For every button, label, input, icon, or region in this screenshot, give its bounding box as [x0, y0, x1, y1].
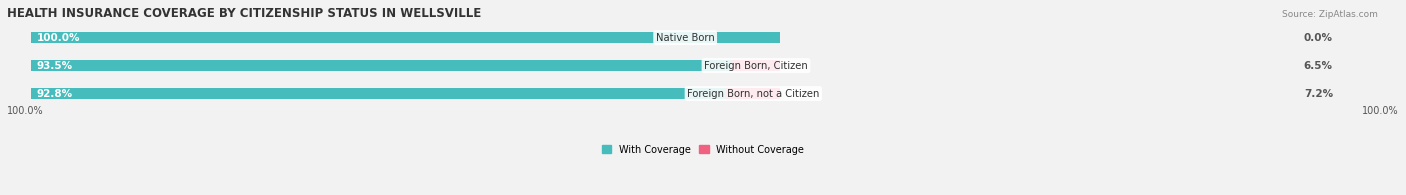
Text: 0.0%: 0.0%: [1303, 33, 1333, 43]
Bar: [31, 88, 780, 99]
Text: 100.0%: 100.0%: [1362, 106, 1399, 116]
Text: Native Born: Native Born: [655, 33, 714, 43]
Text: 92.8%: 92.8%: [37, 89, 73, 98]
Text: 7.2%: 7.2%: [1303, 89, 1333, 98]
Bar: [31, 88, 727, 99]
Text: 93.5%: 93.5%: [37, 61, 73, 71]
Text: HEALTH INSURANCE COVERAGE BY CITIZENSHIP STATUS IN WELLSVILLE: HEALTH INSURANCE COVERAGE BY CITIZENSHIP…: [7, 7, 481, 20]
Bar: [727, 88, 780, 99]
Text: 6.5%: 6.5%: [1303, 61, 1333, 71]
Text: Source: ZipAtlas.com: Source: ZipAtlas.com: [1282, 10, 1378, 19]
Text: 100.0%: 100.0%: [37, 33, 80, 43]
Bar: [731, 60, 780, 71]
Text: 100.0%: 100.0%: [7, 106, 44, 116]
Text: Foreign Born, Citizen: Foreign Born, Citizen: [704, 61, 808, 71]
Bar: [31, 60, 780, 71]
Text: Foreign Born, not a Citizen: Foreign Born, not a Citizen: [688, 89, 820, 98]
Bar: [31, 32, 780, 43]
Bar: [31, 32, 780, 43]
Bar: [31, 60, 731, 71]
Legend: With Coverage, Without Coverage: With Coverage, Without Coverage: [602, 145, 804, 155]
